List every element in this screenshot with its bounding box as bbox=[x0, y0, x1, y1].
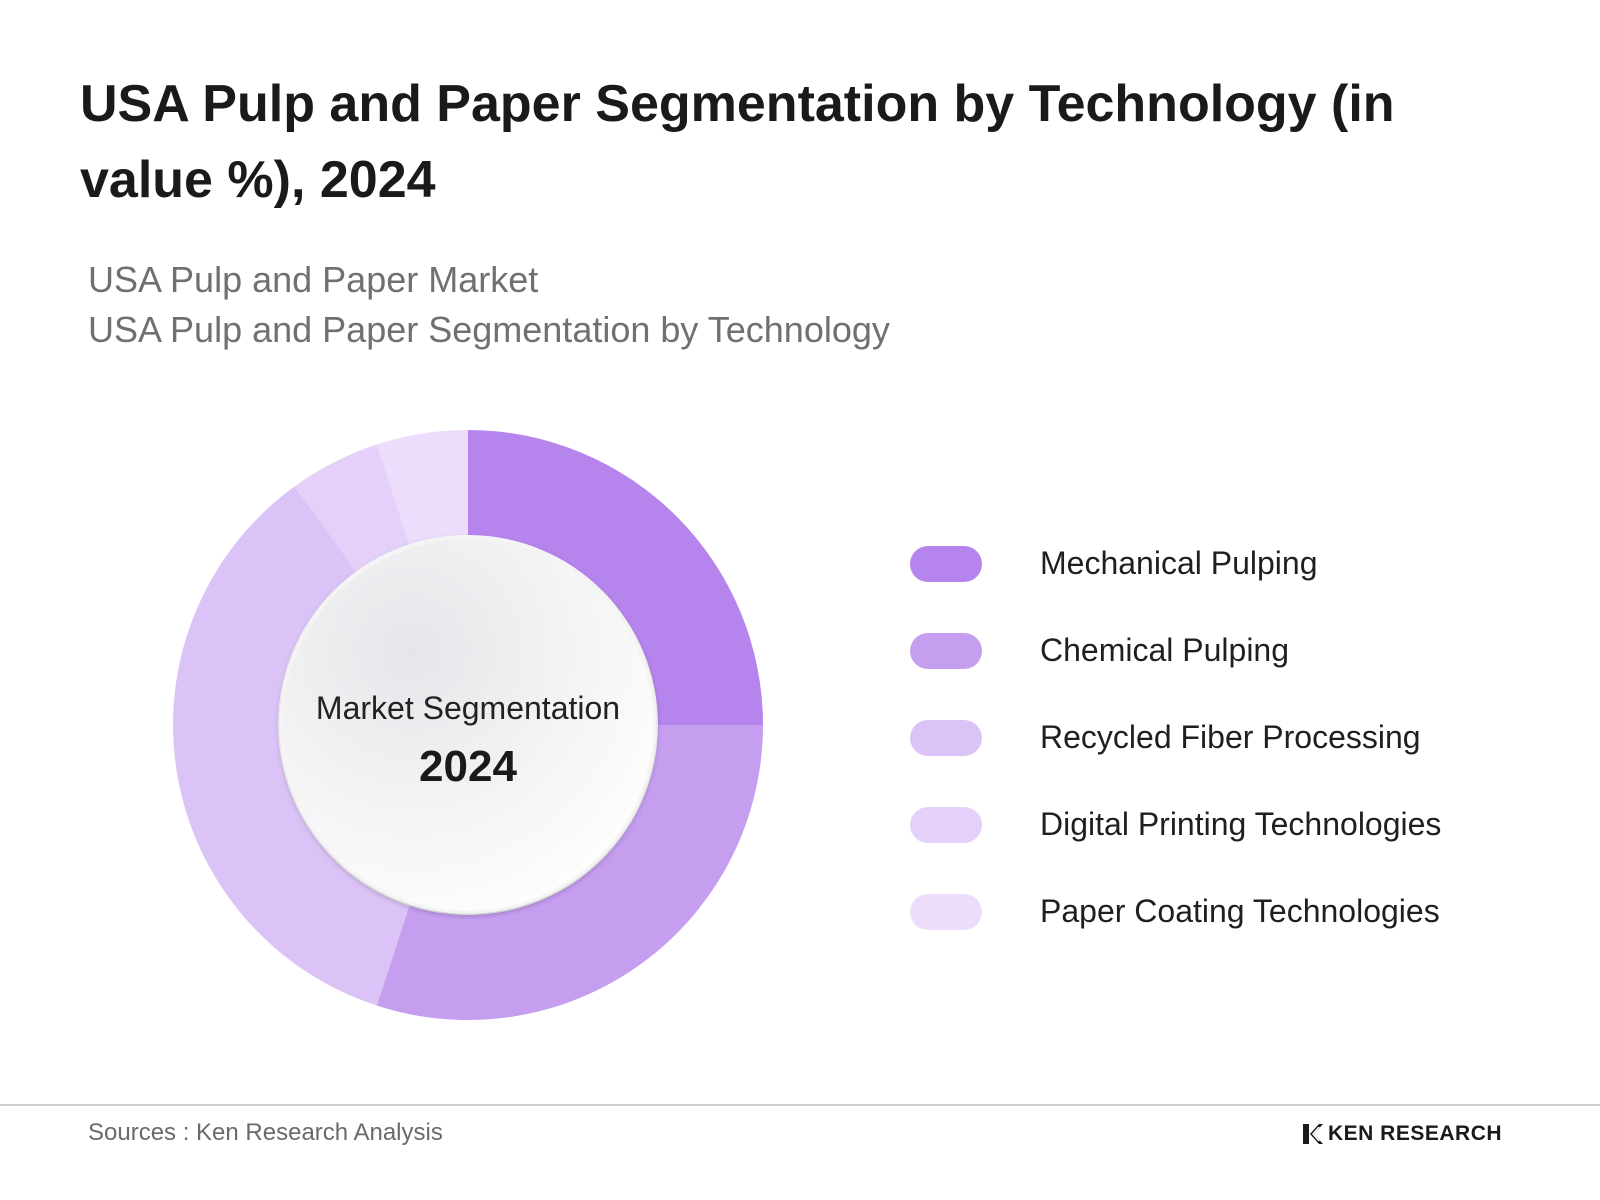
donut-slice-digital-printing-technologies bbox=[294, 444, 410, 572]
center-label: Market Segmentation bbox=[316, 690, 620, 726]
legend-label: Digital Printing Technologies bbox=[1040, 806, 1442, 842]
legend-item: Recycled Fiber Processing bbox=[910, 694, 1441, 781]
donut-slice-recycled-fiber-processing bbox=[173, 486, 410, 1006]
donut-center bbox=[279, 536, 657, 914]
legend-swatch bbox=[910, 893, 982, 930]
legend-swatch bbox=[910, 632, 982, 669]
legend: Mechanical Pulping Chemical Pulping Recy… bbox=[910, 520, 1441, 955]
chart-title: USA Pulp and Paper Segmentation by Techn… bbox=[80, 75, 1395, 209]
legend-swatch bbox=[910, 806, 982, 843]
brand-logo: KEN RESEARCH bbox=[1300, 1122, 1502, 1146]
legend-item: Chemical Pulping bbox=[910, 607, 1441, 694]
donut-slice-chemical-pulping bbox=[376, 725, 763, 1020]
legend-label: Paper Coating Technologies bbox=[1040, 893, 1440, 929]
legend-label: Recycled Fiber Processing bbox=[1040, 719, 1421, 755]
legend-label: Chemical Pulping bbox=[1040, 632, 1290, 668]
legend-swatch bbox=[910, 719, 982, 756]
footer-divider bbox=[0, 1104, 1600, 1106]
brand-name: KEN RESEARCH bbox=[1328, 1122, 1503, 1145]
source-note: Sources : Ken Research Analysis bbox=[88, 1119, 443, 1146]
legend-swatch bbox=[910, 545, 982, 582]
subtitle-segmentation: USA Pulp and Paper Segmentation by Techn… bbox=[88, 309, 890, 350]
legend-item: Mechanical Pulping bbox=[910, 520, 1441, 607]
legend-item: Paper Coating Technologies bbox=[910, 868, 1441, 955]
donut-slice-paper-coating-technologies bbox=[376, 430, 468, 545]
legend-label: Mechanical Pulping bbox=[1040, 545, 1318, 581]
ken-research-k-logo-icon bbox=[1303, 1124, 1323, 1144]
subtitle-market: USA Pulp and Paper Market bbox=[88, 259, 539, 300]
donut-slice-mechanical-pulping bbox=[468, 430, 763, 725]
legend-item: Digital Printing Technologies bbox=[910, 781, 1441, 868]
center-year: 2024 bbox=[419, 742, 517, 791]
